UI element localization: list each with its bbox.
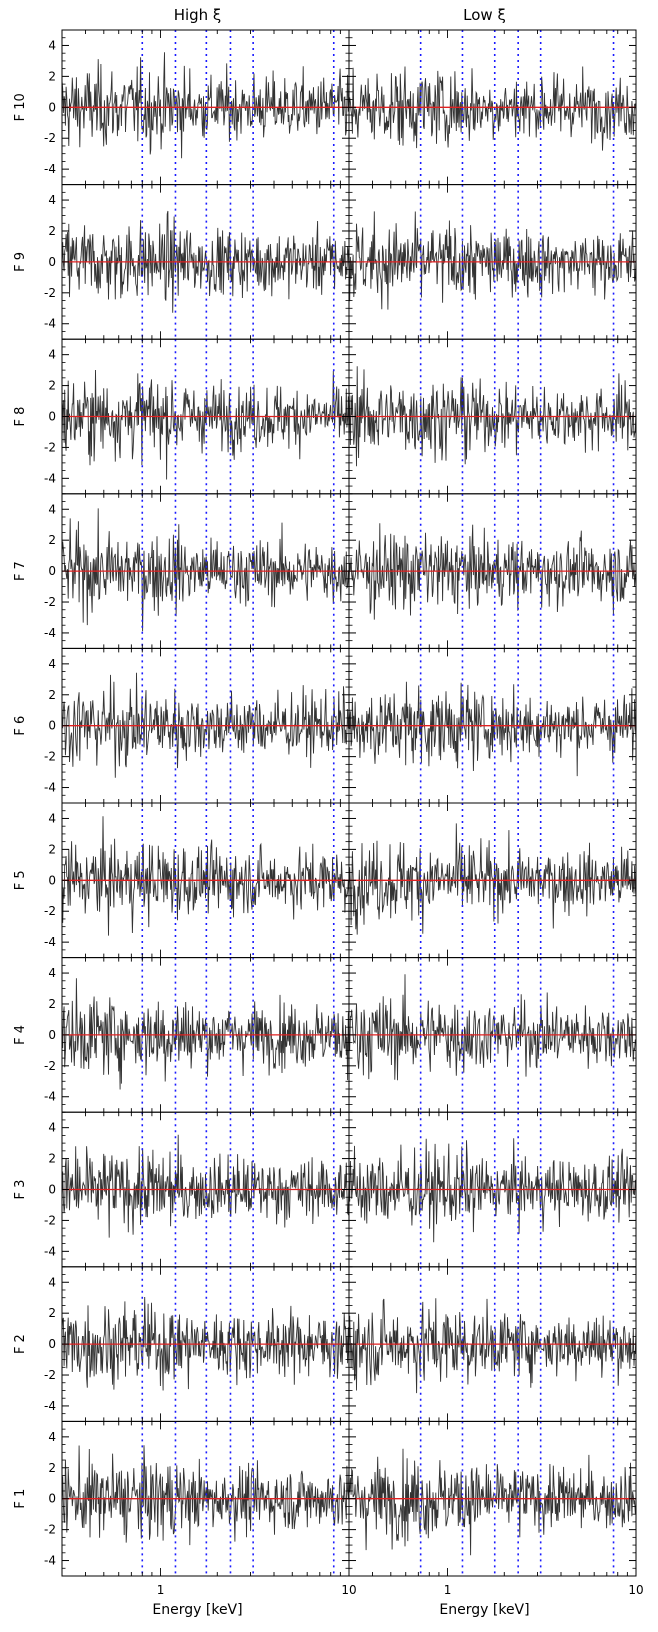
row-label: F 8 xyxy=(13,407,28,427)
y-tick-label: 0 xyxy=(48,255,56,269)
y-tick-label: -2 xyxy=(44,1059,56,1073)
y-tick-label: 0 xyxy=(48,410,56,424)
x-tick-label: 1 xyxy=(157,1583,165,1597)
y-tick-label: 2 xyxy=(48,688,56,702)
y-tick-label: 4 xyxy=(48,1275,56,1289)
x-tick-label: 1 xyxy=(444,1583,452,1597)
y-tick-label: -4 xyxy=(44,1090,56,1104)
y-tick-label: 2 xyxy=(48,842,56,856)
residual-series xyxy=(348,211,637,310)
y-tick-label: -2 xyxy=(44,440,56,454)
y-tick-label: 0 xyxy=(48,1337,56,1351)
y-tick-label: -2 xyxy=(44,131,56,145)
residual-series xyxy=(348,523,637,620)
y-tick-label: -4 xyxy=(44,1554,56,1568)
y-tick-label: -2 xyxy=(44,595,56,609)
column-title: High ξ xyxy=(174,6,222,24)
residual-series xyxy=(61,1445,350,1546)
residual-series xyxy=(348,66,637,151)
residual-series xyxy=(348,681,637,777)
residual-series xyxy=(61,816,350,936)
y-tick-label: -2 xyxy=(44,1368,56,1382)
residual-series xyxy=(348,1448,637,1556)
y-tick-label: -4 xyxy=(44,471,56,485)
residual-series xyxy=(348,1138,637,1243)
y-tick-label: -2 xyxy=(44,750,56,764)
row-label: F 9 xyxy=(13,252,28,272)
y-tick-label: 0 xyxy=(48,564,56,578)
y-tick-label: 0 xyxy=(48,719,56,733)
x-axis-title: Energy [keV] xyxy=(152,1602,242,1618)
y-tick-label: -4 xyxy=(44,162,56,176)
y-tick-label: -4 xyxy=(44,1244,56,1258)
row-label: F 3 xyxy=(13,1180,28,1200)
x-tick-label: 10 xyxy=(628,1583,643,1597)
y-tick-label: -2 xyxy=(44,286,56,300)
y-tick-label: 4 xyxy=(48,502,56,516)
y-tick-label: 2 xyxy=(48,533,56,547)
y-tick-label: 4 xyxy=(48,1430,56,1444)
y-tick-label: -4 xyxy=(44,317,56,331)
y-tick-label: 2 xyxy=(48,1461,56,1475)
residual-series xyxy=(348,823,637,935)
residual-series xyxy=(348,366,637,467)
residual-series xyxy=(61,369,350,480)
y-tick-label: 0 xyxy=(48,873,56,887)
y-tick-label: 0 xyxy=(48,1492,56,1506)
y-tick-label: 0 xyxy=(48,100,56,114)
residual-series xyxy=(61,210,350,313)
y-tick-label: 0 xyxy=(48,1028,56,1042)
y-tick-label: 4 xyxy=(48,966,56,980)
y-tick-label: -4 xyxy=(44,935,56,949)
y-tick-label: 4 xyxy=(48,657,56,671)
y-tick-label: 2 xyxy=(48,1306,56,1320)
row-label: F 6 xyxy=(13,716,28,736)
y-tick-label: 2 xyxy=(48,69,56,83)
residual-series xyxy=(348,1298,637,1394)
column-title: Low ξ xyxy=(463,6,506,24)
row-label: F 1 xyxy=(13,1489,28,1509)
y-tick-label: -2 xyxy=(44,1523,56,1537)
y-tick-label: 4 xyxy=(48,1121,56,1135)
residual-series xyxy=(61,508,350,632)
row-label: F 7 xyxy=(13,561,28,581)
residual-series xyxy=(61,1134,350,1238)
y-tick-label: 4 xyxy=(48,348,56,362)
x-axis-title: Energy [keV] xyxy=(439,1602,529,1618)
y-tick-label: 4 xyxy=(48,193,56,207)
residual-series xyxy=(61,978,350,1090)
residual-series xyxy=(61,1296,350,1391)
y-tick-label: -2 xyxy=(44,904,56,918)
y-tick-label: 2 xyxy=(48,224,56,238)
y-tick-label: -4 xyxy=(44,1399,56,1413)
row-label: F 2 xyxy=(13,1334,28,1354)
y-tick-label: -4 xyxy=(44,626,56,640)
residual-series xyxy=(61,672,350,778)
y-tick-label: 4 xyxy=(48,38,56,52)
y-tick-label: 2 xyxy=(48,379,56,393)
residual-series xyxy=(348,974,637,1081)
y-tick-label: 4 xyxy=(48,811,56,825)
y-tick-label: -4 xyxy=(44,781,56,795)
residual-series xyxy=(61,52,350,159)
y-tick-label: 0 xyxy=(48,1183,56,1197)
row-label: F 4 xyxy=(13,1025,28,1045)
y-tick-label: 2 xyxy=(48,997,56,1011)
row-label: F 5 xyxy=(13,870,28,890)
y-tick-label: 2 xyxy=(48,1152,56,1166)
y-tick-label: -2 xyxy=(44,1213,56,1227)
x-tick-label: 10 xyxy=(341,1583,356,1597)
row-label: F 10 xyxy=(13,93,28,121)
